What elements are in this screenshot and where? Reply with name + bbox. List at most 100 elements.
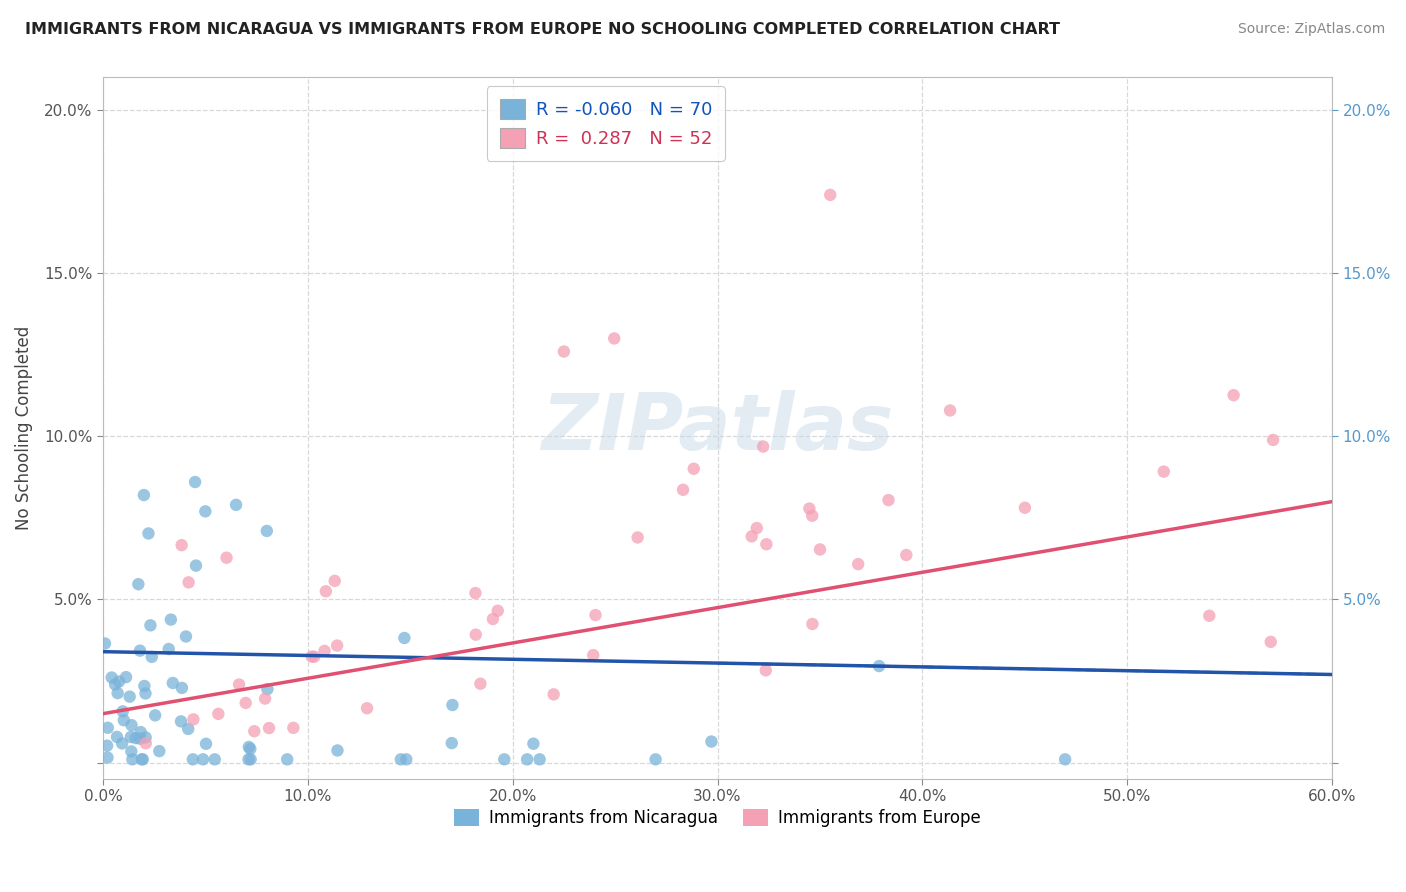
Point [494,752,516,766]
Point [801,617,824,632]
Point [543,687,565,701]
Point [143,708,166,723]
Point [97,721,120,735]
Point [177,575,200,590]
Point [194,504,217,518]
Legend: Immigrants from Nicaragua, Immigrants from Europe: Immigrants from Nicaragua, Immigrants fr… [447,802,987,834]
Point [486,604,509,618]
Point [115,670,138,684]
Point [215,550,238,565]
Point [700,734,723,748]
Point [118,690,141,704]
Point [1198,608,1220,623]
Point [389,752,412,766]
Point [174,630,197,644]
Point [672,483,695,497]
Point [326,639,349,653]
Point [356,701,378,715]
Point [131,752,153,766]
Point [603,331,626,345]
Point [120,744,142,758]
Point [132,752,155,766]
Point [170,714,193,729]
Point [120,730,142,744]
Point [238,752,260,766]
Point [1153,465,1175,479]
Point [644,752,666,766]
Point [191,752,214,766]
Point [745,521,768,535]
Point [207,706,229,721]
Point [170,538,193,552]
Point [254,691,277,706]
Point [228,677,250,691]
Point [627,531,650,545]
Point [111,736,134,750]
Point [124,731,146,745]
Point [395,752,418,766]
Point [184,475,207,489]
Point [111,704,134,718]
Point [104,677,127,691]
Point [157,642,180,657]
Point [243,724,266,739]
Point [522,737,544,751]
Point [204,752,226,766]
Point [96,739,118,753]
Point [184,558,207,573]
Point [1260,635,1282,649]
Point [464,628,486,642]
Point [238,739,260,754]
Y-axis label: No Schooling Completed: No Schooling Completed [15,326,32,531]
Point [846,557,869,571]
Point [326,743,349,757]
Point [183,712,205,726]
Point [482,612,505,626]
Point [582,648,605,662]
Point [301,649,323,664]
Point [121,752,143,766]
Point [741,529,763,543]
Point [257,721,280,735]
Point [755,664,778,678]
Point [256,524,278,538]
Point [315,584,337,599]
Point [160,613,183,627]
Point [1014,500,1036,515]
Point [127,577,149,591]
Point [148,744,170,758]
Point [105,730,128,744]
Point [121,718,143,732]
Point [470,677,492,691]
Point [129,643,152,657]
Point [283,721,305,735]
Point [181,752,204,766]
Point [112,713,135,727]
Point [877,493,900,508]
Point [896,548,918,562]
Point [808,542,831,557]
Point [177,722,200,736]
Point [134,686,156,700]
Point [314,644,336,658]
Point [939,403,962,417]
Point [868,659,890,673]
Point [529,752,551,766]
Point [276,752,298,766]
Point [755,537,778,551]
Point [225,498,247,512]
Point [799,501,821,516]
Point [323,574,346,588]
Point [107,686,129,700]
Point [516,752,538,766]
Point [304,649,326,664]
Point [138,526,160,541]
Point [394,631,416,645]
Point [135,736,157,750]
Point [256,682,278,697]
Point [239,742,262,756]
Point [162,676,184,690]
Point [139,618,162,632]
Point [170,681,193,695]
Point [96,750,118,764]
